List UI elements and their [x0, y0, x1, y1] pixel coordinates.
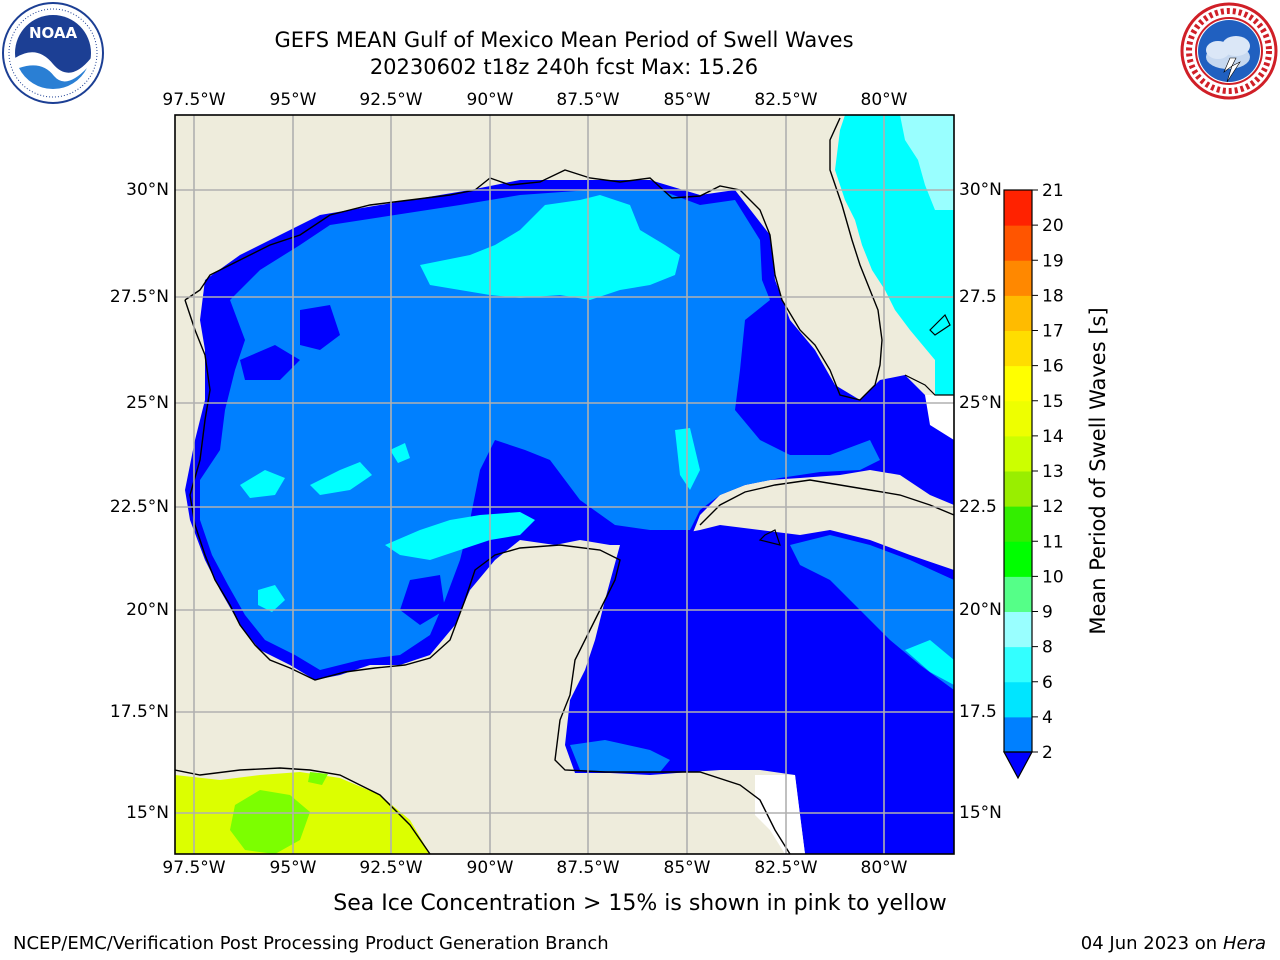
colorbar-segment	[1004, 260, 1032, 296]
noaa-logo-text: NOAA	[29, 24, 78, 42]
colorbar-segment	[1004, 435, 1032, 472]
colorbar-segment	[1004, 225, 1032, 261]
map-gridlines	[175, 115, 954, 854]
colorbar-segment	[1004, 506, 1032, 542]
colorbar-segment	[1004, 471, 1032, 507]
footer-branch: NCEP/EMC/Verification Post Processing Pr…	[13, 933, 609, 954]
colorbar-segment	[1004, 330, 1032, 367]
lon-label-bottom: 97.5°W	[162, 858, 226, 878]
colorbar-title: Mean Period of Swell Waves [s]	[1086, 307, 1110, 635]
sea-ice-note: Sea Ice Concentration > 15% is shown in …	[333, 891, 947, 916]
chart-subtitle: 20230602 t18z 240h fcst Max: 15.26	[369, 55, 759, 79]
colorbar-tick-label: 19	[1042, 251, 1064, 271]
colorbar-tick-label: 16	[1042, 357, 1064, 377]
colorbar-segment	[1004, 681, 1032, 718]
colorbar-tick-label: 4	[1042, 708, 1053, 728]
colorbar-tick-label: 21	[1042, 181, 1064, 201]
lon-label-bottom: 82.5°W	[754, 858, 818, 878]
colorbar-tick-label: 9	[1042, 603, 1053, 623]
lon-label-top: 80°W	[860, 90, 908, 110]
lon-label-top: 95°W	[269, 90, 317, 110]
lat-label-left: 30°N	[126, 180, 169, 200]
lat-label-left: 27.5°N	[109, 287, 169, 307]
atlantic-light-cyan-patch	[900, 115, 954, 210]
lon-label-top: 92.5°W	[359, 90, 423, 110]
colorbar-tick-label: 14	[1042, 427, 1064, 447]
colorbar-segment	[1004, 646, 1032, 683]
colorbar: 2 4 6 8 9 10 11 12 13 14 15 16 17 18 19 20 21	[1002, 181, 1064, 780]
pacific-green-patch	[230, 790, 310, 854]
colorbar-tick-label: 15	[1042, 392, 1064, 412]
noaa-logo: NOAA	[2, 2, 104, 104]
colorbar-tick-label: 20	[1042, 216, 1064, 236]
colorbar-tick-label: 12	[1042, 497, 1064, 517]
lon-label-bottom: 90°W	[466, 858, 514, 878]
lat-label-left: 15°N	[126, 803, 169, 823]
colorbar-segment	[1004, 365, 1032, 402]
lat-label-right: 30°N	[959, 180, 1002, 200]
colorbar-tick-label: 11	[1042, 532, 1064, 552]
colorbar-segment	[1004, 190, 1032, 226]
colorbar-tick-label: 10	[1042, 567, 1064, 587]
lon-label-top: 97.5°W	[162, 90, 226, 110]
colorbar-segment	[1004, 400, 1032, 437]
lon-label-bottom: 95°W	[269, 858, 317, 878]
colorbar-segment	[1004, 541, 1032, 577]
chart-title: GEFS MEAN Gulf of Mexico Mean Period of …	[274, 28, 854, 52]
lat-label-right: 25°N	[959, 393, 1002, 413]
lon-label-bottom: 92.5°W	[359, 858, 423, 878]
gulf-medium-blue-field	[200, 190, 880, 670]
lat-label-left: 25°N	[126, 393, 169, 413]
lon-label-bottom: 80°W	[860, 858, 908, 878]
footer-host: Hera	[1222, 933, 1266, 954]
lon-label-bottom: 85°W	[663, 858, 711, 878]
lat-label-right: 27.5	[959, 287, 997, 307]
colorbar-tick-label: 2	[1042, 743, 1053, 763]
lat-label-right: 22.5	[959, 497, 997, 517]
lat-label-right: 15°N	[959, 803, 1002, 823]
colorbar-tick-label: 8	[1042, 638, 1053, 658]
nws-logo	[1180, 2, 1278, 100]
lon-label-top: 87.5°W	[556, 90, 620, 110]
colorbar-tick-label: 17	[1042, 322, 1064, 342]
colorbar-extend-triangle	[1002, 751, 1034, 780]
colorbar-tick-label: 6	[1042, 673, 1053, 693]
lat-label-left: 17.5°N	[109, 702, 169, 722]
colorbar-segment	[1004, 576, 1032, 612]
lat-label-left: 22.5°N	[109, 497, 169, 517]
lon-label-bottom: 87.5°W	[556, 858, 620, 878]
lat-label-right: 20°N	[959, 600, 1002, 620]
coastline	[184, 117, 883, 401]
lon-label-top: 85°W	[663, 90, 711, 110]
colorbar-segment	[1004, 611, 1032, 648]
map-frame	[174, 114, 955, 855]
lon-label-top: 90°W	[466, 90, 514, 110]
lon-label-top: 82.5°W	[754, 90, 818, 110]
lat-label-left: 20°N	[126, 600, 169, 620]
footer-date: 04 Jun 2023 on Hera	[1081, 933, 1266, 955]
colorbar-tick-label: 18	[1042, 286, 1064, 306]
colorbar-tick-label: 13	[1042, 462, 1064, 482]
northern-gulf-cyan-patch	[420, 195, 680, 300]
colorbar-segment	[1004, 716, 1032, 753]
lat-label-right: 17.5	[959, 702, 997, 722]
atlantic-swell-field	[835, 115, 954, 395]
colorbar-segment	[1004, 295, 1032, 331]
footer-date-text: 04 Jun 2023 on	[1080, 933, 1218, 954]
